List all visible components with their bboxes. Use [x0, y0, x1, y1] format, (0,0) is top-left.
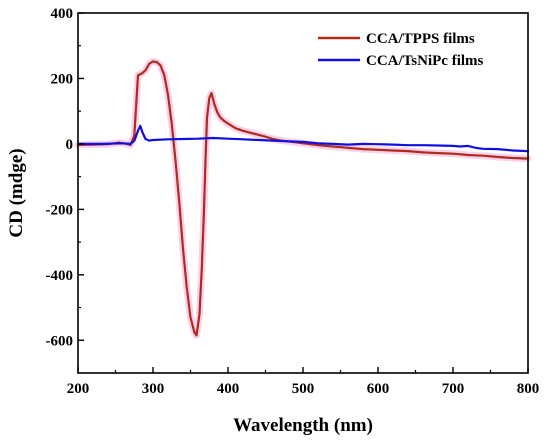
x-tick-label-700: 700: [442, 381, 465, 397]
y-axis-ticks: -600 -400 -200 0 200 400: [46, 6, 84, 349]
y-axis-title: CD (mdge): [6, 148, 27, 237]
x-tick-label-800: 800: [517, 381, 540, 397]
x-axis-ticks: 200 300 400 500 600 700 800: [67, 367, 540, 397]
series-halo-0: [74, 57, 532, 339]
x-tick-label-600: 600: [367, 381, 390, 397]
series-line-0: [76, 60, 530, 337]
x-tick-label-500: 500: [292, 381, 315, 397]
y-tick-label--400: -400: [46, 268, 74, 284]
y-tick-label-200: 200: [51, 71, 74, 87]
series-layer: [76, 60, 530, 337]
y-tick-label--200: -200: [46, 202, 74, 218]
x-tick-label-200: 200: [67, 381, 90, 397]
series-halo-layer: [74, 57, 532, 339]
x-axis-title: Wavelength (nm): [233, 415, 373, 436]
y-tick-label-400: 400: [51, 6, 74, 22]
legend: CCA/TPPS films CCA/TsNiPc films: [318, 31, 484, 69]
x-tick-label-300: 300: [142, 381, 165, 397]
legend-label-tsnipc: CCA/TsNiPc films: [366, 53, 484, 69]
x-tick-label-400: 400: [217, 381, 240, 397]
series-line-1: [76, 124, 530, 153]
y-tick-label-0: 0: [66, 137, 74, 153]
y-tick-label--600: -600: [46, 333, 74, 349]
legend-label-tpps: CCA/TPPS films: [366, 31, 475, 47]
